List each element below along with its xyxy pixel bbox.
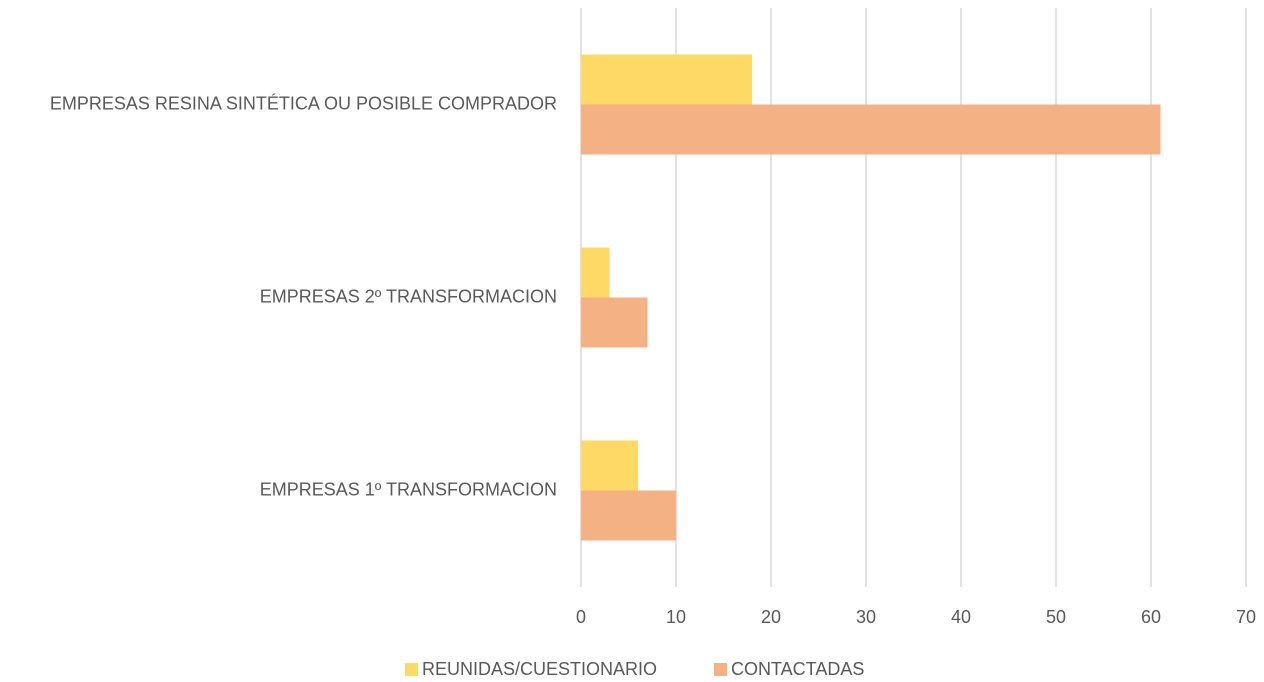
legend-swatch (714, 663, 727, 676)
bar (581, 104, 1161, 155)
bar (581, 247, 610, 298)
y-tick-label: EMPRESAS 2º TRANSFORMACION (260, 286, 557, 306)
x-tick-label: 40 (951, 607, 971, 627)
legend-label: CONTACTADAS (731, 659, 864, 679)
bar (581, 490, 676, 541)
bar (581, 297, 648, 348)
bar (581, 54, 752, 105)
y-tick-label: EMPRESAS 1º TRANSFORMACION (260, 479, 557, 499)
x-tick-label: 50 (1046, 607, 1066, 627)
x-tick-label: 30 (856, 607, 876, 627)
legend-swatch (405, 663, 418, 676)
x-tick-label: 70 (1236, 607, 1256, 627)
bar (581, 440, 638, 491)
legend-label: REUNIDAS/CUESTIONARIO (422, 659, 657, 679)
x-tick-label: 20 (761, 607, 781, 627)
x-tick-label: 60 (1141, 607, 1161, 627)
x-tick-label: 0 (576, 607, 586, 627)
x-tick-label: 10 (666, 607, 686, 627)
y-tick-label: EMPRESAS RESINA SINTÉTICA OU POSIBLE COM… (50, 93, 557, 113)
